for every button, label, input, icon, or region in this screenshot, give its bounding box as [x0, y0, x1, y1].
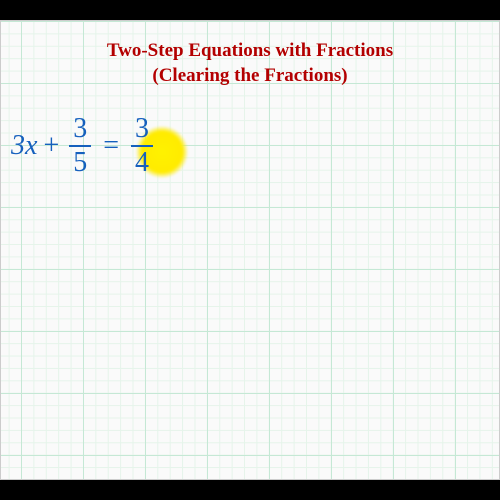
operator-plus: +	[43, 130, 59, 162]
fraction-right: 3 4	[131, 115, 153, 177]
variable: x	[25, 130, 37, 162]
fraction-right-numerator: 3	[131, 115, 153, 145]
fraction-right-denominator: 4	[131, 147, 153, 177]
fraction-left: 3 5	[69, 115, 91, 177]
equation: 3x + 3 5 = 3 4	[11, 115, 157, 177]
grid-background	[1, 21, 499, 479]
graph-paper: Two-Step Equations with Fractions (Clear…	[0, 20, 500, 480]
fraction-left-numerator: 3	[69, 115, 91, 145]
title-line-1: Two-Step Equations with Fractions	[1, 39, 499, 64]
fraction-left-denominator: 5	[69, 147, 91, 177]
coefficient: 3	[11, 130, 25, 162]
equals-sign: =	[103, 130, 119, 162]
slide-title: Two-Step Equations with Fractions (Clear…	[1, 39, 499, 88]
title-line-2: (Clearing the Fractions)	[1, 64, 499, 89]
